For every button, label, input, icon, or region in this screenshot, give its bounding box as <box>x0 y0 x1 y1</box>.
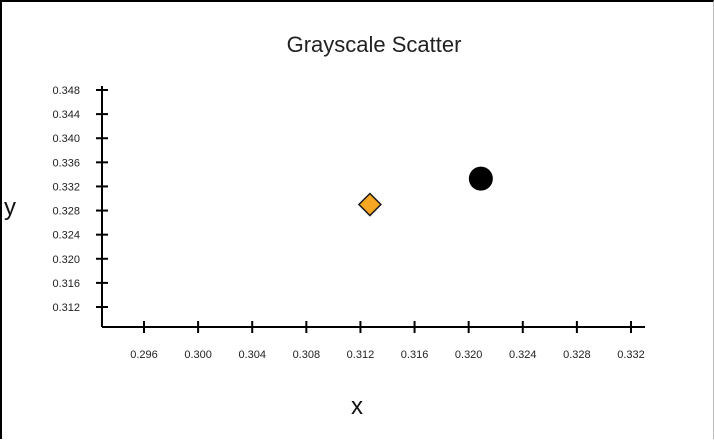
y-tick-label: 0.332 <box>52 181 80 193</box>
y-axis-label: y <box>4 194 16 221</box>
x-tick-label: 0.308 <box>293 349 321 361</box>
y-tick-label: 0.324 <box>52 230 80 242</box>
x-tick-label: 0.304 <box>238 349 266 361</box>
x-tick-label: 0.332 <box>617 349 645 361</box>
x-tick-label: 0.296 <box>130 349 158 361</box>
y-tick-label: 0.328 <box>52 206 80 218</box>
y-tick-label: 0.344 <box>52 109 80 121</box>
data-point-circle <box>468 166 493 191</box>
y-tick-label: 0.316 <box>52 278 80 290</box>
x-axis-label: x <box>351 393 363 420</box>
chart-title: Grayscale Scatter <box>287 32 462 57</box>
x-tick-label: 0.324 <box>509 349 537 361</box>
y-tick-label: 0.348 <box>52 85 80 97</box>
y-tick-label: 0.312 <box>52 302 80 314</box>
data-point-diamond <box>357 192 382 217</box>
ticks-layer: 0.296 0.300 0.304 0.308 0.312 0.316 0.320 0.324… <box>52 85 644 361</box>
y-tick-label: 0.336 <box>52 157 80 169</box>
x-tick-label: 0.328 <box>563 349 591 361</box>
points-layer <box>357 166 493 217</box>
x-tick-label: 0.316 <box>401 349 429 361</box>
y-tick-label: 0.340 <box>52 133 80 145</box>
x-tick-label: 0.312 <box>347 349 375 361</box>
x-tick-label: 0.320 <box>455 349 483 361</box>
y-tick-label: 0.320 <box>52 254 80 266</box>
x-tick-label: 0.300 <box>184 349 212 361</box>
